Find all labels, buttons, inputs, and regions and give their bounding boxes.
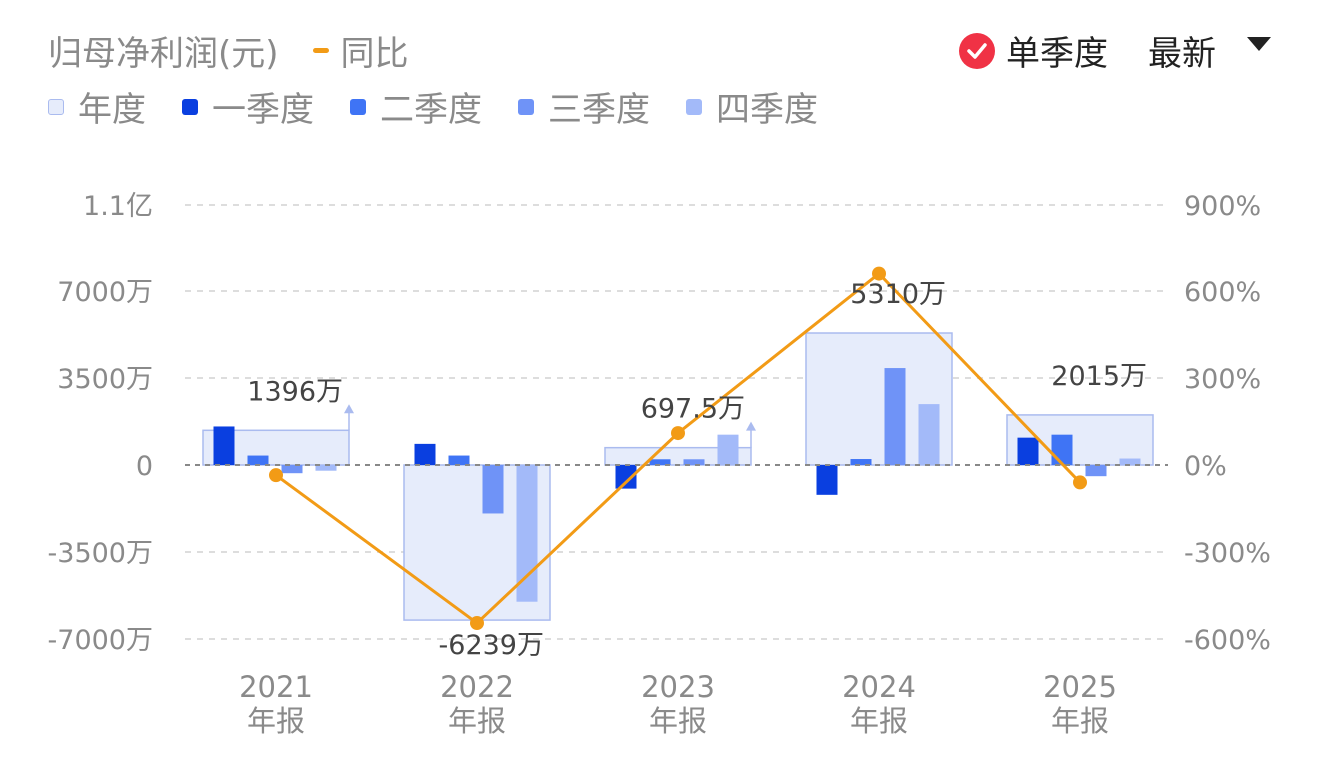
up-arrow-icon bbox=[746, 421, 756, 431]
legend-swatch bbox=[182, 98, 198, 115]
quarter-bars bbox=[213, 368, 1141, 602]
quarter-bar bbox=[516, 465, 538, 602]
quarter-bar bbox=[482, 465, 504, 514]
sort-dropdown[interactable]: 最新 bbox=[1148, 26, 1272, 75]
yoy-point bbox=[269, 468, 283, 483]
quarter-bar bbox=[816, 465, 838, 495]
check-circle-icon bbox=[959, 32, 995, 69]
metric-label: 归母净利润(元) bbox=[48, 34, 279, 74]
x-tick-sublabel: 年报 bbox=[850, 704, 908, 738]
y-right-tick-label: 0% bbox=[1184, 451, 1227, 482]
x-tick-label: 2022 bbox=[440, 670, 514, 704]
legend-label: 二季度 bbox=[380, 90, 482, 130]
quarter-bar bbox=[213, 426, 235, 465]
legend-item-annual[interactable]: 年度 bbox=[48, 82, 146, 131]
x-tick-sublabel: 年报 bbox=[1051, 704, 1109, 738]
legend-item-q1[interactable]: 一季度 bbox=[182, 82, 314, 131]
x-tick-sublabel: 年报 bbox=[247, 704, 305, 738]
x-tick-label: 2021 bbox=[239, 670, 313, 704]
legend-item-q3[interactable]: 三季度 bbox=[518, 82, 650, 131]
quarter-bar bbox=[1085, 465, 1107, 477]
y-left-tick-label: -7000万 bbox=[48, 625, 153, 656]
yoy-point bbox=[1073, 475, 1087, 490]
y-right-tick-label: 900% bbox=[1184, 191, 1261, 222]
chart-controls: 单季度 最新 bbox=[958, 26, 1272, 75]
y-left-tick-label: 3500万 bbox=[57, 364, 153, 395]
legend-label: 四季度 bbox=[716, 90, 818, 130]
annual-value-label: 1396万 bbox=[247, 376, 343, 407]
x-tick-sublabel: 年报 bbox=[448, 704, 506, 738]
quarter-bar bbox=[315, 465, 337, 471]
quarter-bar bbox=[281, 465, 303, 474]
quarter-bar bbox=[884, 368, 906, 465]
quarter-bar bbox=[448, 455, 470, 465]
axis-labels: 1.1亿 7000万 3500万 0 -3500万 -7000万 900% 600% 300% 0… bbox=[48, 191, 1271, 738]
legend-item-q2[interactable]: 二季度 bbox=[350, 82, 482, 131]
yoy-line bbox=[269, 266, 1087, 631]
y-right-tick-label: 600% bbox=[1184, 277, 1261, 308]
single-quarter-label: 单季度 bbox=[1006, 34, 1108, 74]
annual-bars bbox=[202, 332, 1154, 621]
y-right-tick-label: -300% bbox=[1184, 538, 1271, 569]
y-right-tick-label: 300% bbox=[1184, 364, 1261, 395]
annual-value-label: -6239万 bbox=[439, 630, 544, 661]
chart-header: 归母净利润(元) 同比 bbox=[48, 26, 409, 75]
annual-value-labels: 1396万 -6239万 697.5万 5310万 2015万 bbox=[247, 279, 1147, 661]
up-arrow-icon bbox=[344, 404, 354, 414]
y-left-tick-label: 7000万 bbox=[57, 277, 153, 308]
quarter-bar bbox=[1051, 434, 1073, 465]
quarter-bar bbox=[850, 459, 872, 465]
yoy-legend-swatch bbox=[312, 48, 329, 53]
yoy-point bbox=[872, 266, 886, 281]
triangle-down-icon bbox=[1247, 36, 1271, 51]
annual-value-label: 2015万 bbox=[1051, 361, 1147, 392]
legend-swatch bbox=[350, 98, 366, 115]
quarter-bar bbox=[918, 404, 940, 465]
legend-label: 年度 bbox=[78, 90, 146, 130]
yoy-point bbox=[470, 616, 484, 631]
quarter-bar bbox=[247, 455, 269, 465]
quarter-bar bbox=[414, 443, 436, 465]
series-legend: 年度 一季度 二季度 三季度 四季度 bbox=[48, 82, 854, 131]
legend-swatch bbox=[518, 98, 534, 115]
annual-value-label: 5310万 bbox=[850, 279, 946, 310]
y-right-tick-label: -600% bbox=[1184, 625, 1271, 656]
legend-swatch bbox=[48, 98, 64, 115]
y-left-tick-label: 0 bbox=[136, 451, 153, 482]
annual-value-label: 697.5万 bbox=[641, 394, 745, 425]
single-quarter-toggle[interactable]: 单季度 bbox=[958, 26, 1108, 75]
quarter-bar bbox=[717, 434, 739, 465]
x-tick-label: 2024 bbox=[842, 670, 916, 704]
sort-label: 最新 bbox=[1148, 34, 1216, 74]
quarter-bar bbox=[649, 459, 671, 465]
legend-label: 一季度 bbox=[212, 90, 314, 130]
quarter-bar bbox=[1017, 437, 1039, 465]
legend-item-q4[interactable]: 四季度 bbox=[686, 82, 818, 131]
y-left-tick-label: 1.1亿 bbox=[83, 191, 153, 222]
legend-label: 三季度 bbox=[548, 90, 650, 130]
x-tick-sublabel: 年报 bbox=[649, 704, 707, 738]
yoy-legend-label: 同比 bbox=[340, 34, 409, 74]
quarter-bar bbox=[1119, 458, 1141, 465]
grid-lines bbox=[185, 204, 1168, 640]
y-left-tick-label: -3500万 bbox=[48, 538, 153, 569]
quarter-bar bbox=[615, 465, 637, 489]
x-tick-label: 2023 bbox=[641, 670, 715, 704]
x-tick-label: 2025 bbox=[1043, 670, 1117, 704]
quarter-bar bbox=[683, 459, 705, 465]
legend-swatch bbox=[686, 98, 702, 115]
yoy-point bbox=[671, 426, 685, 441]
